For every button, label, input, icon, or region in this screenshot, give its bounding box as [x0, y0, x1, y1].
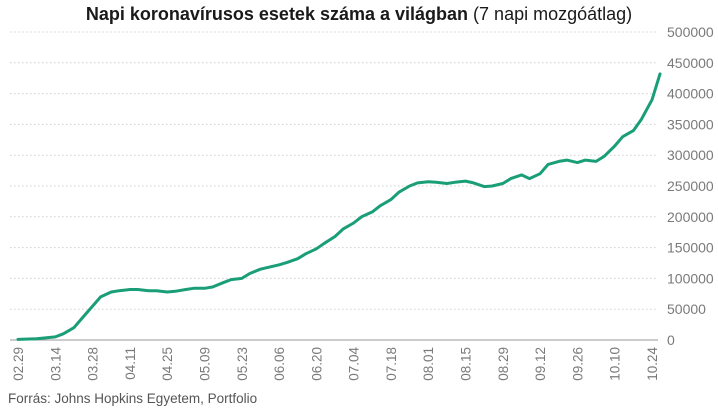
x-tick-label: 07.18 — [384, 347, 399, 381]
y-tick-label: 250000 — [667, 178, 714, 194]
x-tick-label: 03.14 — [48, 347, 63, 381]
y-tick-label: 500000 — [667, 24, 714, 40]
x-tick-label: 08.15 — [459, 347, 474, 381]
series-line — [16, 72, 662, 341]
x-tick-label: 04.11 — [123, 347, 138, 380]
y-tick-label: 450000 — [667, 55, 714, 71]
x-tick-label: 10.10 — [608, 347, 623, 381]
y-tick-label: 50000 — [667, 301, 706, 317]
y-tick-label: 200000 — [667, 209, 714, 225]
chart-title: Napi koronavírusos esetek száma a világb… — [0, 4, 718, 25]
chart-source: Forrás: Johns Hopkins Egyetem, Portfolio — [8, 391, 258, 406]
y-tick-label: 0 — [667, 332, 675, 348]
chart-subtitle: (7 napi mozgóátlag) — [473, 4, 633, 24]
x-tick-label: 08.29 — [496, 347, 511, 381]
x-tick-label: 09.26 — [570, 347, 585, 381]
x-tick-label: 04.25 — [160, 347, 175, 381]
x-tick-label: 05.09 — [197, 347, 212, 381]
x-tick-label: 03.28 — [86, 347, 101, 381]
x-tick-label: 07.04 — [347, 347, 362, 381]
y-tick-label: 300000 — [667, 147, 714, 163]
x-tick-label: 09.12 — [533, 347, 548, 381]
x-tick-label: 05.23 — [235, 347, 250, 381]
y-tick-label: 150000 — [667, 240, 714, 256]
x-tick-label: 02.29 — [11, 347, 26, 381]
y-tick-label: 400000 — [667, 86, 714, 102]
x-tick-label: 10.24 — [645, 347, 660, 381]
x-tick-label: 06.06 — [272, 347, 287, 381]
x-tick-label: 06.20 — [309, 347, 324, 381]
y-tick-label: 100000 — [667, 270, 714, 286]
y-tick-label: 350000 — [667, 116, 714, 132]
x-tick-label: 08.01 — [421, 347, 436, 381]
chart-title-main: Napi koronavírusos esetek száma a világb… — [85, 4, 469, 24]
